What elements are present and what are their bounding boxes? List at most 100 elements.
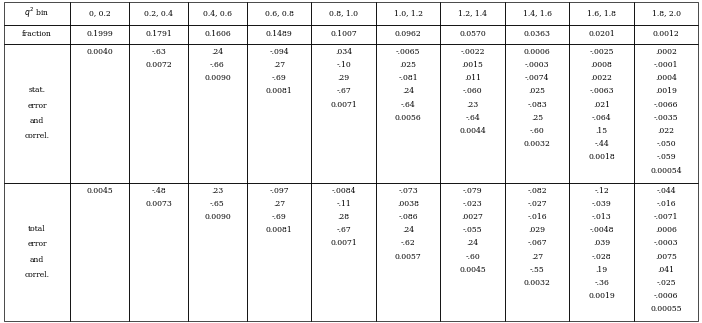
Text: 0.1606: 0.1606: [204, 30, 231, 38]
Text: 0.0032: 0.0032: [524, 140, 550, 148]
Text: -.65: -.65: [210, 200, 225, 208]
Text: .021: .021: [593, 101, 610, 109]
Text: 0.0056: 0.0056: [395, 114, 421, 122]
Bar: [70, 25, 129, 44]
Text: -.0003: -.0003: [654, 239, 679, 247]
Text: .0038: .0038: [397, 200, 419, 208]
Text: 0.0040: 0.0040: [86, 48, 113, 56]
Text: 1.0, 1.2: 1.0, 1.2: [394, 9, 423, 17]
Text: 0.00054: 0.00054: [651, 167, 682, 175]
Bar: [312, 2, 376, 25]
Text: fraction: fraction: [22, 30, 52, 38]
Text: 1.8, 2.0: 1.8, 2.0: [651, 9, 681, 17]
Text: -.016: -.016: [656, 200, 676, 208]
Text: -.013: -.013: [592, 213, 611, 221]
Text: -.60: -.60: [530, 127, 545, 135]
Text: .29: .29: [338, 74, 350, 82]
Text: 0.1791: 0.1791: [145, 30, 172, 38]
Text: -.086: -.086: [398, 213, 418, 221]
Text: .23: .23: [467, 101, 479, 109]
Text: -.0025: -.0025: [590, 48, 614, 56]
Bar: [129, 2, 188, 25]
Text: -.12: -.12: [595, 187, 609, 194]
Text: -.097: -.097: [270, 187, 289, 194]
Text: 0.0071: 0.0071: [330, 239, 357, 247]
Text: 0.0081: 0.0081: [266, 226, 293, 234]
Bar: [70, 44, 129, 182]
Text: error: error: [27, 240, 47, 248]
Text: $q^2$ bin: $q^2$ bin: [25, 6, 50, 20]
Bar: [634, 44, 698, 182]
Text: 1.4, 1.6: 1.4, 1.6: [523, 9, 552, 17]
Text: 0.0090: 0.0090: [204, 74, 231, 82]
Bar: [312, 25, 376, 44]
Bar: [376, 25, 440, 44]
Text: 0.0006: 0.0006: [524, 48, 550, 56]
Text: -.67: -.67: [336, 88, 351, 95]
Bar: [247, 25, 312, 44]
Text: .27: .27: [273, 200, 285, 208]
Bar: [440, 25, 505, 44]
Text: total: total: [28, 225, 46, 233]
Text: 0.0019: 0.0019: [588, 292, 615, 300]
Bar: [505, 44, 569, 182]
Text: 0.0032: 0.0032: [524, 279, 550, 287]
Text: .24: .24: [402, 88, 414, 95]
Text: .025: .025: [399, 61, 417, 69]
Bar: [247, 182, 312, 321]
Bar: [188, 182, 247, 321]
Text: -.44: -.44: [595, 140, 609, 148]
Bar: [569, 44, 634, 182]
Text: .0075: .0075: [655, 253, 677, 261]
Text: -.0022: -.0022: [461, 48, 485, 56]
Bar: [129, 44, 188, 182]
Text: 0.1007: 0.1007: [330, 30, 357, 38]
Text: -.11: -.11: [336, 200, 351, 208]
Text: 0, 0.2: 0, 0.2: [89, 9, 111, 17]
Bar: [376, 44, 440, 182]
Text: -.0001: -.0001: [654, 61, 678, 69]
Text: 0.0071: 0.0071: [330, 101, 357, 109]
Bar: [505, 25, 569, 44]
Bar: [247, 2, 312, 25]
Text: 0.0073: 0.0073: [145, 200, 172, 208]
Text: 0.0201: 0.0201: [588, 30, 615, 38]
Text: -.63: -.63: [151, 48, 166, 56]
Text: 0.0962: 0.0962: [395, 30, 421, 38]
Text: and: and: [30, 256, 44, 264]
Text: -.60: -.60: [465, 253, 480, 261]
Text: -.055: -.055: [463, 226, 482, 234]
Text: 0.00055: 0.00055: [651, 306, 682, 314]
Text: .0015: .0015: [462, 61, 484, 69]
Text: 0.0363: 0.0363: [524, 30, 550, 38]
Text: .025: .025: [529, 88, 545, 95]
Text: -.0074: -.0074: [525, 74, 550, 82]
Bar: [440, 182, 505, 321]
Text: .041: .041: [658, 266, 675, 274]
Bar: [312, 44, 376, 182]
Text: -.55: -.55: [530, 266, 545, 274]
Text: .24: .24: [211, 48, 223, 56]
Text: -.067: -.067: [527, 239, 547, 247]
Bar: [569, 25, 634, 44]
Text: .28: .28: [338, 213, 350, 221]
Text: -.044: -.044: [656, 187, 676, 194]
Text: 1.2, 1.4: 1.2, 1.4: [458, 9, 487, 17]
Text: -.36: -.36: [595, 279, 609, 287]
Text: -.0071: -.0071: [654, 213, 678, 221]
Text: -.025: -.025: [656, 279, 676, 287]
Bar: [569, 2, 634, 25]
Bar: [634, 182, 698, 321]
Text: -.016: -.016: [527, 213, 547, 221]
Text: -.48: -.48: [152, 187, 166, 194]
Bar: [188, 25, 247, 44]
Bar: [569, 182, 634, 321]
Text: .0006: .0006: [655, 226, 677, 234]
Text: 0.0081: 0.0081: [266, 88, 293, 95]
Text: -.66: -.66: [210, 61, 225, 69]
Text: .15: .15: [596, 127, 608, 135]
Bar: [188, 2, 247, 25]
Text: .0027: .0027: [462, 213, 484, 221]
Bar: [440, 44, 505, 182]
Bar: [129, 25, 188, 44]
